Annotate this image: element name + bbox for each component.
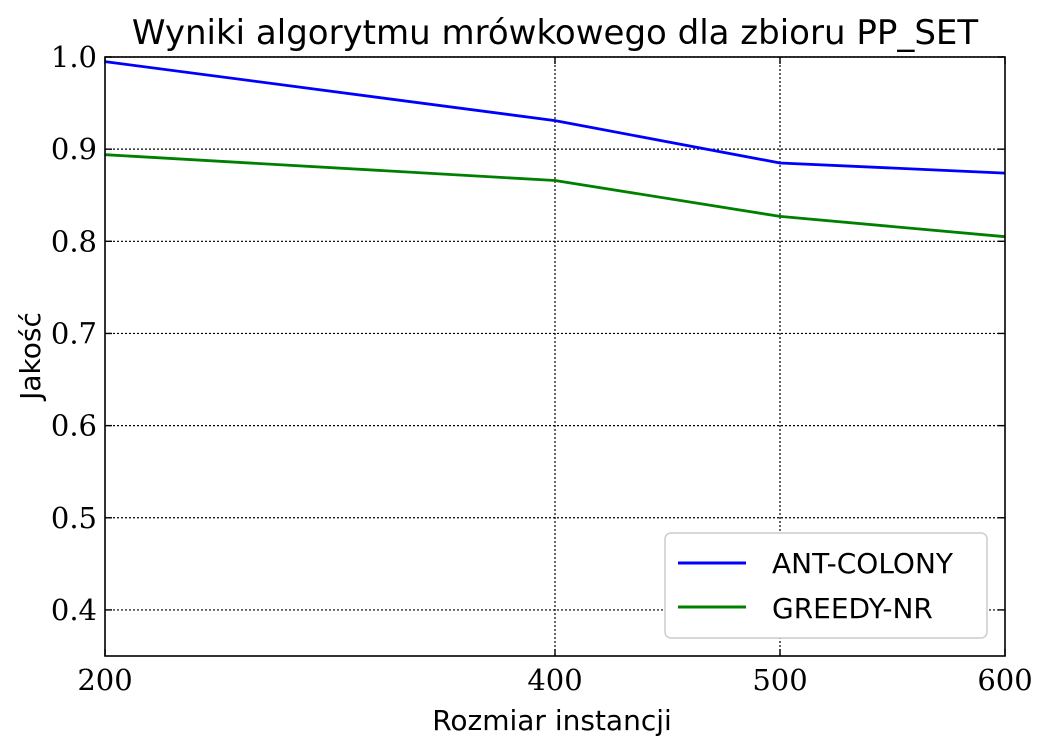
ticks: 0.4 0.5 0.6 0.7 0.8 0.9 1.0 200 400 500 600 — [51, 40, 1033, 697]
legend: ANT-COLONY GREEDY-NR — [664, 532, 988, 639]
y-tick-label: 0.8 — [51, 224, 97, 258]
legend-label-greedy-nr: GREEDY-NR — [772, 592, 933, 625]
y-axis-label: Jakość — [14, 312, 47, 402]
series-line-greedy-nr — [104, 153, 1006, 239]
y-tick-label: 0.9 — [51, 132, 97, 166]
y-tick-label: 0.7 — [51, 316, 97, 350]
series-group — [104, 60, 1006, 239]
y-tick-label: 0.5 — [51, 501, 97, 535]
chart-title: Wyniki algorytmu mrówkowego dla zbioru P… — [132, 13, 979, 53]
x-axis-label: Rozmiar instancji — [432, 704, 672, 737]
x-tick-label: 400 — [527, 663, 582, 697]
x-tick-label: 600 — [977, 663, 1032, 697]
y-tick-label: 0.6 — [51, 409, 97, 443]
x-tick-label: 500 — [752, 663, 807, 697]
legend-label-ant-colony: ANT-COLONY — [772, 547, 954, 580]
legend-box — [664, 532, 988, 639]
y-tick-label: 1.0 — [51, 40, 97, 74]
series-line-ant-colony — [104, 60, 1006, 175]
y-tick-label: 0.4 — [51, 593, 97, 627]
x-tick-label: 200 — [77, 663, 132, 697]
